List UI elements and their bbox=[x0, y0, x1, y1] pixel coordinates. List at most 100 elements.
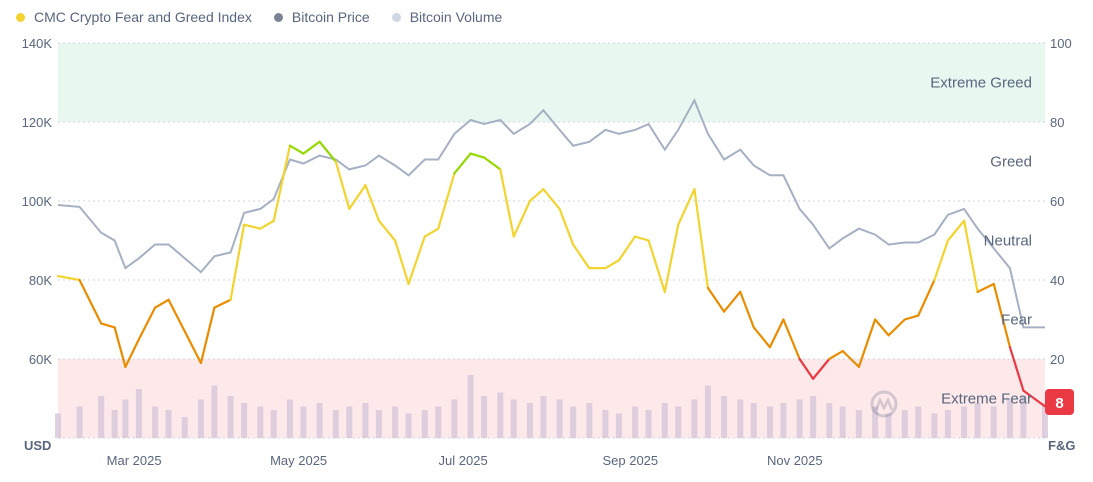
volume-bar bbox=[645, 410, 652, 438]
fear-greed-segment bbox=[124, 338, 141, 368]
fear-greed-segment bbox=[798, 357, 815, 380]
legend-item-fear-greed[interactable]: CMC Crypto Fear and Greed Index bbox=[16, 9, 252, 25]
current-value: 8 bbox=[1055, 395, 1063, 412]
volume-bar bbox=[241, 403, 248, 438]
fear-greed-segment bbox=[437, 172, 456, 230]
volume-bar bbox=[704, 385, 711, 438]
left-axis-unit: USD bbox=[24, 438, 51, 453]
band-extreme-greed bbox=[58, 43, 1045, 122]
volume-bar bbox=[872, 406, 879, 438]
volume-bar bbox=[570, 406, 577, 438]
band-label: Extreme Greed bbox=[930, 75, 1032, 92]
volume-bar bbox=[737, 399, 744, 438]
fear-greed-segment bbox=[933, 239, 950, 282]
x-tick-label: Jul 2025 bbox=[439, 453, 488, 468]
volume-bar bbox=[76, 406, 83, 438]
volume-bar bbox=[540, 396, 547, 438]
fear-greed-segment bbox=[604, 259, 621, 270]
volume-bar bbox=[510, 399, 517, 438]
fear-greed-segment bbox=[229, 223, 246, 301]
fear-greed-segment bbox=[917, 278, 936, 317]
fear-greed-segment bbox=[213, 298, 232, 309]
volume-bar bbox=[497, 392, 504, 438]
volume-bar bbox=[451, 399, 458, 438]
legend-dot-icon bbox=[273, 12, 283, 22]
fear-greed-segment bbox=[1022, 389, 1047, 408]
fear-greed-segment bbox=[469, 152, 486, 159]
left-tick-label: 80K bbox=[29, 273, 52, 288]
legend-item-bitcoin-price[interactable]: Bitcoin Price bbox=[273, 9, 370, 25]
volume-bar bbox=[556, 399, 563, 438]
right-axis-unit: F&G bbox=[1048, 438, 1075, 453]
fear-greed-segment bbox=[113, 326, 127, 368]
fear-greed-segment bbox=[722, 290, 742, 313]
legend-label: Bitcoin Volume bbox=[409, 9, 503, 25]
volume-bar bbox=[375, 410, 382, 438]
volume-bar bbox=[165, 410, 172, 438]
fear-greed-segment bbox=[782, 318, 801, 361]
right-tick-label: 20 bbox=[1050, 352, 1064, 367]
fear-greed-segment bbox=[739, 290, 755, 329]
legend-item-bitcoin-volume[interactable]: Bitcoin Volume bbox=[391, 9, 503, 25]
fear-greed-segment bbox=[512, 199, 532, 238]
fear-greed-segment bbox=[946, 219, 966, 242]
fear-greed-segment bbox=[183, 330, 203, 365]
volume-bar bbox=[111, 410, 118, 438]
fear-greed-segment bbox=[693, 188, 710, 289]
volume-bar bbox=[766, 406, 773, 438]
band-label: Fear bbox=[1001, 312, 1032, 329]
x-tick-label: Sep 2025 bbox=[602, 453, 658, 468]
left-tick-label: 60K bbox=[29, 352, 52, 367]
volume-bar bbox=[974, 403, 981, 438]
fear-greed-segment bbox=[992, 282, 1012, 349]
legend-label: CMC Crypto Fear and Greed Index bbox=[34, 9, 252, 25]
fear-greed-segment bbox=[647, 239, 666, 293]
right-tick-label: 100 bbox=[1050, 36, 1072, 51]
volume-bar bbox=[286, 399, 293, 438]
fear-greed-segment bbox=[828, 350, 844, 361]
volume-bar bbox=[211, 385, 218, 438]
volume-bar bbox=[332, 410, 339, 438]
fear-greed-segment bbox=[272, 144, 292, 222]
volume-bar bbox=[915, 406, 922, 438]
volume-bar bbox=[780, 403, 787, 438]
fear-greed-segment bbox=[78, 278, 103, 325]
volume-bar bbox=[586, 403, 593, 438]
volume-bar bbox=[181, 417, 188, 438]
volume-bar bbox=[931, 413, 938, 438]
bitcoin-price-line bbox=[57, 97, 1045, 329]
volume-bar bbox=[796, 399, 803, 438]
fear-greed-segment bbox=[377, 219, 397, 242]
volume-bar bbox=[961, 406, 968, 438]
right-tick-label: 60 bbox=[1050, 194, 1064, 209]
volume-bar bbox=[615, 413, 622, 438]
fear-greed-segment bbox=[962, 219, 979, 293]
current-value-badge: 8 bbox=[1045, 389, 1074, 415]
volume-bar bbox=[421, 410, 428, 438]
volume-bar bbox=[632, 406, 639, 438]
volume-bar bbox=[405, 413, 412, 438]
fear-greed-segment bbox=[137, 306, 157, 341]
fear-greed-segment bbox=[887, 318, 906, 337]
volume-bar bbox=[300, 406, 307, 438]
x-tick-label: Nov 2025 bbox=[767, 453, 823, 468]
volume-bar bbox=[55, 413, 61, 438]
fear-greed-segment bbox=[334, 160, 351, 210]
volume-bar bbox=[152, 406, 159, 438]
volume-bar bbox=[1006, 399, 1013, 438]
fear-greed-segment bbox=[677, 188, 696, 226]
volume-bar bbox=[990, 406, 997, 438]
volume-bar bbox=[467, 375, 474, 438]
volume-bar bbox=[750, 403, 757, 438]
fear-greed-segment bbox=[542, 188, 561, 210]
volume-bar bbox=[435, 406, 442, 438]
left-tick-label: 140K bbox=[22, 36, 53, 51]
fear-greed-segment bbox=[364, 184, 381, 222]
legend-dot-icon bbox=[16, 12, 25, 22]
fear-greed-segment bbox=[199, 306, 216, 365]
fear-greed-segment bbox=[288, 144, 305, 155]
band-label: Extreme Fear bbox=[941, 391, 1032, 408]
volume-bar bbox=[1042, 403, 1048, 438]
left-tick-label: 100K bbox=[22, 194, 53, 209]
x-tick-label: May 2025 bbox=[270, 453, 327, 468]
